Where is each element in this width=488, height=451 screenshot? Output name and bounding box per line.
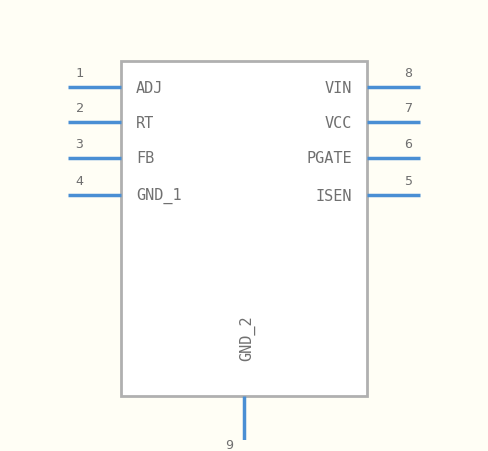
Text: RT: RT bbox=[136, 115, 154, 131]
Text: VCC: VCC bbox=[325, 115, 352, 131]
Bar bbox=[121, 62, 367, 396]
Text: GND_2: GND_2 bbox=[239, 315, 255, 361]
Text: 2: 2 bbox=[76, 102, 83, 115]
Text: 8: 8 bbox=[405, 67, 412, 80]
Text: 5: 5 bbox=[405, 175, 412, 188]
Text: VIN: VIN bbox=[325, 80, 352, 96]
Text: 4: 4 bbox=[76, 175, 83, 188]
Text: 9: 9 bbox=[225, 437, 233, 451]
Text: GND_1: GND_1 bbox=[136, 188, 182, 204]
Text: FB: FB bbox=[136, 151, 154, 166]
Text: 7: 7 bbox=[405, 102, 412, 115]
Text: ADJ: ADJ bbox=[136, 80, 163, 96]
Text: ISEN: ISEN bbox=[315, 188, 352, 203]
Text: 3: 3 bbox=[76, 138, 83, 150]
Text: PGATE: PGATE bbox=[306, 151, 352, 166]
Text: 6: 6 bbox=[405, 138, 412, 150]
Text: 1: 1 bbox=[76, 67, 83, 80]
